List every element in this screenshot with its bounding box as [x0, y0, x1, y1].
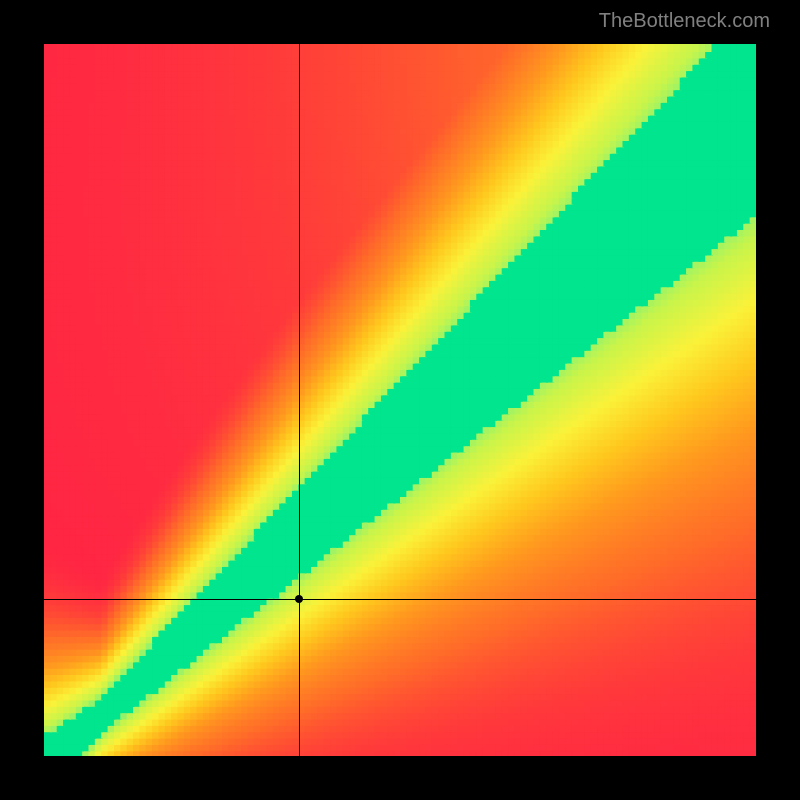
crosshair-horizontal: [44, 599, 756, 600]
heatmap-canvas: [44, 44, 756, 756]
bottleneck-heatmap: [44, 44, 756, 756]
crosshair-vertical: [299, 44, 300, 756]
watermark-text: TheBottleneck.com: [599, 10, 770, 33]
